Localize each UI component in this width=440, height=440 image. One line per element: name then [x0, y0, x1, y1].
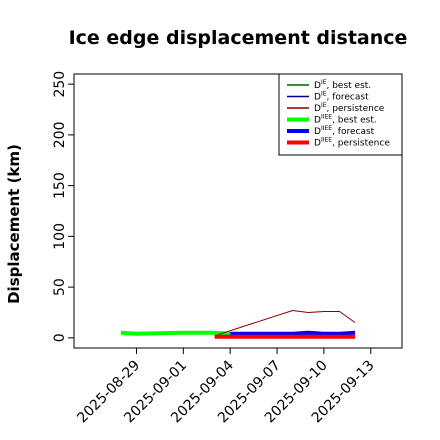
y-tick-label: 0	[52, 333, 68, 342]
plot-area-frame	[73, 73, 403, 349]
series-line-2	[214, 310, 356, 337]
series-line-1	[120, 330, 231, 336]
legend-entry: DIIEE, best est.	[314, 114, 377, 126]
legend-entry: DIE, best est.	[314, 79, 371, 91]
y-tick-label: 250	[52, 71, 68, 98]
legend-entry: DIIEE, forecast	[314, 125, 375, 137]
series-layer	[120, 310, 356, 339]
legend-entry: DIE, forecast	[314, 91, 369, 103]
y-tick-label: 200	[52, 122, 68, 149]
y-tick-label: 150	[52, 172, 68, 199]
x-axis: 2025-08-292025-09-012025-09-042025-09-07…	[74, 348, 378, 426]
legend-entry: DIIEE, persistence	[314, 137, 390, 149]
series-line-3	[230, 330, 356, 336]
y-axis-label: Displacement (km)	[5, 144, 23, 304]
y-tick-label: 50	[52, 278, 68, 296]
y-axis: 0 50 100 150 200 250	[52, 71, 74, 342]
legend-entry: DIE, persistence	[314, 102, 385, 114]
chart-title: Ice edge displacement distance	[69, 27, 408, 49]
legend-box	[278, 73, 403, 156]
y-tick-label: 100	[52, 223, 68, 250]
